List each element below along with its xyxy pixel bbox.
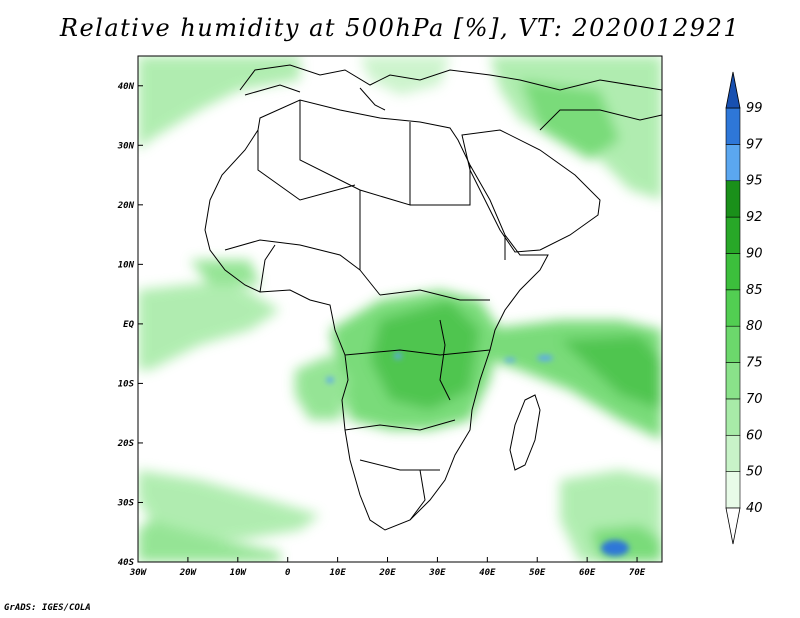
humidity-field — [138, 56, 662, 562]
colorbar-label: 97 — [746, 137, 763, 152]
x-tick-label: 30W — [129, 568, 148, 578]
colorbar-swatch — [725, 325, 741, 363]
colorbar-swatch — [725, 471, 741, 509]
colorbar-swatch — [725, 107, 741, 145]
colorbar-swatch — [725, 362, 741, 400]
colorbar: 40 50 60 70 75 80 85 90 92 95 97 99 — [725, 71, 763, 545]
footer-credit: GrADS: IGES/COLA — [4, 603, 91, 613]
colorbar-swatch — [725, 144, 741, 182]
x-axis-ticks: 30W 20W 10W 0 10E 20E 30E 40E 50E 60E 70E — [129, 557, 646, 578]
y-tick-label: 40S — [118, 558, 135, 568]
y-tick-label: 20S — [117, 439, 135, 449]
map-frame — [137, 55, 663, 563]
colorbar-max-triangle — [725, 71, 741, 109]
x-tick-label: 20E — [378, 568, 396, 578]
colorbar-label: 40 — [746, 501, 763, 516]
colorbar-label: 99 — [746, 101, 763, 116]
colorbar-label: 50 — [746, 465, 763, 480]
colorbar-swatch — [725, 398, 741, 436]
y-tick-label: 10S — [118, 379, 135, 389]
colorbar-swatch — [725, 253, 741, 291]
x-tick-label: 50E — [529, 568, 546, 578]
x-tick-label: 70E — [629, 568, 646, 578]
x-tick-label: 60E — [579, 568, 596, 578]
y-axis-ticks: 40N 30N 20N 10N EQ 10S 20S 30S 40S — [117, 82, 143, 568]
colorbar-label: 75 — [746, 356, 763, 371]
y-tick-label: 10N — [118, 260, 135, 270]
y-tick-label: 30N — [117, 141, 135, 151]
y-tick-label: 30S — [117, 498, 135, 508]
colorbar-swatch — [725, 216, 741, 254]
colorbar-label: 95 — [746, 174, 763, 189]
colorbar-label: 85 — [746, 283, 763, 298]
colorbar-label: 70 — [746, 392, 763, 407]
colorbar-swatch — [725, 180, 741, 218]
coastlines — [204, 64, 662, 531]
chart-title: Relative humidity at 500hPa [%], VT: 202… — [59, 14, 741, 42]
x-tick-label: 20W — [179, 568, 198, 578]
colorbar-swatch — [725, 289, 741, 327]
x-tick-label: 40E — [479, 568, 496, 578]
x-tick-label: 30E — [428, 568, 446, 578]
x-tick-label: 10E — [329, 568, 346, 578]
colorbar-label: 80 — [746, 319, 763, 334]
colorbar-swatch — [725, 434, 741, 472]
y-tick-label: EQ — [123, 320, 134, 330]
colorbar-min-triangle — [725, 507, 741, 545]
colorbar-label: 60 — [746, 428, 763, 443]
colorbar-label: 90 — [746, 246, 763, 261]
x-tick-label: 0 — [285, 568, 291, 578]
colorbar-label: 92 — [746, 210, 763, 225]
y-tick-label: 20N — [117, 201, 135, 211]
x-tick-label: 10W — [230, 568, 248, 578]
y-tick-label: 40N — [118, 82, 135, 92]
